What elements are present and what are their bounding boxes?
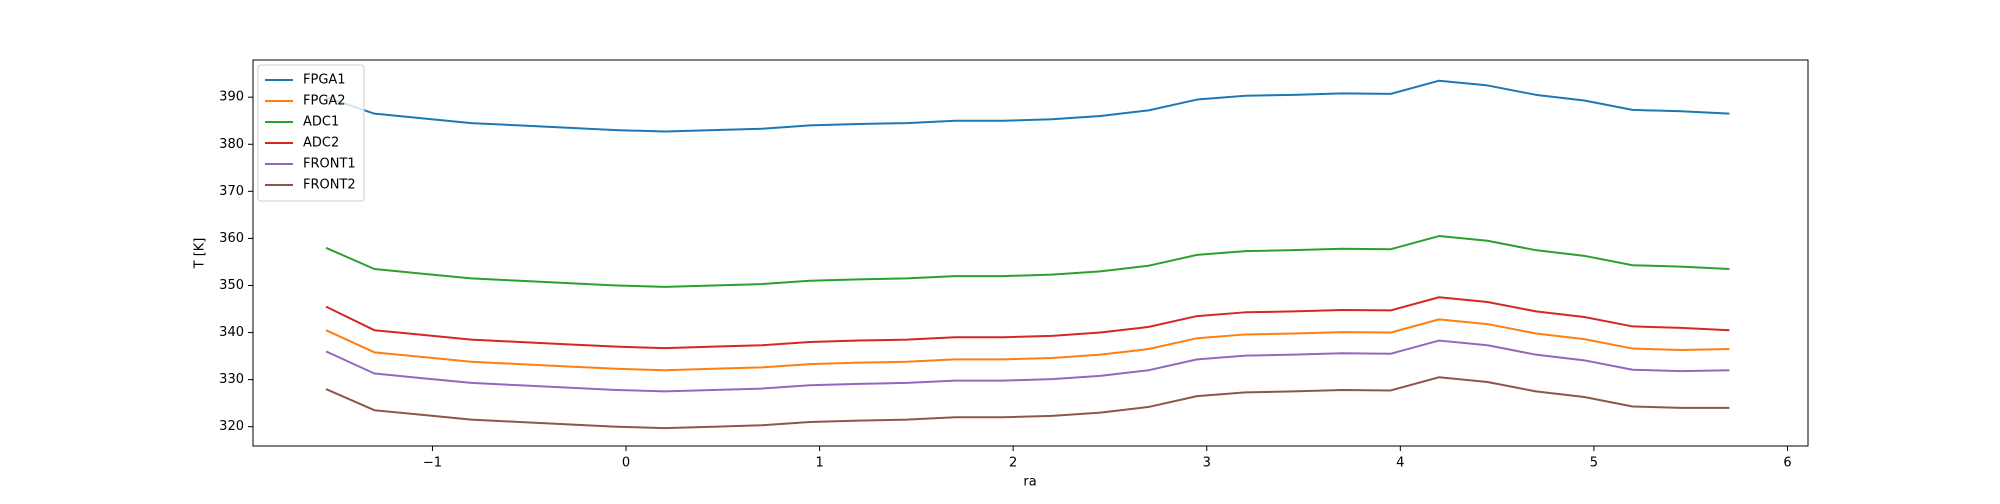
y-tick-label: 350: [219, 278, 244, 293]
y-tick-label: 360: [219, 231, 244, 246]
y-tick-label: 340: [219, 325, 244, 340]
legend-label: FPGA2: [303, 94, 346, 109]
data-line: [325, 318, 1730, 372]
x-tick-label: 6: [1783, 456, 1791, 471]
y-axis-label: T [K]: [193, 238, 208, 270]
x-tick-label: 5: [1590, 456, 1598, 471]
y-tick-label: 390: [219, 90, 244, 105]
y-tick-label: 370: [219, 184, 244, 199]
data-line: [325, 376, 1730, 430]
data-line: [325, 339, 1730, 393]
x-tick-label: 3: [1203, 456, 1211, 471]
axes-frame: [252, 59, 1809, 447]
x-tick-label: −1: [423, 456, 442, 471]
x-tick-label: 4: [1396, 456, 1404, 471]
legend-label: ADC2: [303, 136, 339, 151]
x-axis-label: ra: [1023, 475, 1036, 490]
legend-label: ADC1: [303, 115, 339, 130]
legend-label: FRONT1: [303, 157, 356, 172]
data-line: [325, 296, 1730, 350]
data-line: [325, 79, 1730, 133]
x-tick-label: 0: [622, 456, 630, 471]
legend-box: [257, 64, 365, 202]
y-tick-label: 320: [219, 419, 244, 434]
x-tick-label: 2: [1009, 456, 1017, 471]
legend-label: FRONT2: [303, 178, 356, 193]
y-tick-label: 380: [219, 137, 244, 152]
data-line: [325, 235, 1730, 288]
x-tick-label: 1: [815, 456, 823, 471]
y-tick-label: 330: [219, 372, 244, 387]
legend-label: FPGA1: [303, 73, 346, 88]
